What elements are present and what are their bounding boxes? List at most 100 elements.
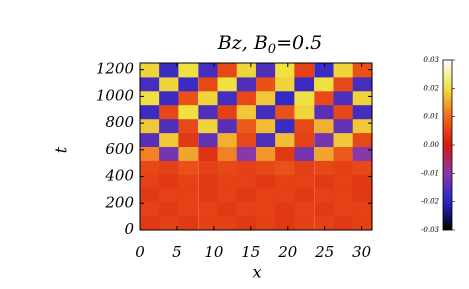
- heatmap-cell: [217, 174, 238, 189]
- heatmap-cell: [217, 146, 238, 161]
- colorbar-tick-label: 0.01: [423, 113, 439, 121]
- heatmap-cell: [139, 188, 160, 203]
- heatmap-cell: [294, 104, 315, 120]
- heatmap-cell: [294, 146, 315, 161]
- heatmap-cell: [314, 174, 335, 189]
- heatmap-cell: [352, 202, 373, 217]
- heatmap-cell: [275, 104, 295, 120]
- heatmap-cell: [178, 160, 199, 175]
- heatmap-cell: [217, 160, 238, 175]
- heatmap-cell: [352, 62, 373, 78]
- heatmap-cell: [139, 160, 160, 175]
- y-tick-label: 400: [104, 167, 134, 185]
- heatmap-cell: [255, 174, 276, 189]
- heatmap-cell: [275, 118, 295, 134]
- colorbar-tick-label: -0.01: [421, 169, 439, 177]
- heatmap-cell: [236, 188, 257, 203]
- heatmap-cell: [178, 202, 199, 217]
- heatmap-cell: [236, 160, 257, 175]
- heatmap-cell: [275, 160, 295, 175]
- heatmap-cell: [178, 188, 199, 203]
- heatmap-cell: [294, 90, 315, 106]
- colorbar-tick-label: 0.00: [423, 141, 439, 149]
- x-tick-label: 0: [135, 243, 145, 261]
- heatmap-cell: [255, 132, 276, 148]
- heatmap-cell: [333, 132, 354, 148]
- heatmap-cell: [178, 104, 199, 120]
- heatmap-cell: [314, 202, 335, 217]
- heatmap-cell: [255, 62, 276, 78]
- heatmap-cell: [333, 104, 354, 120]
- heatmap-cell: [294, 132, 315, 148]
- heatmap-cell: [294, 188, 315, 203]
- heatmap-cell: [159, 90, 179, 106]
- heatmap-cell: [178, 216, 199, 231]
- heatmap-cell: [275, 188, 295, 203]
- y-tick-label: 1000: [96, 86, 135, 104]
- heatmap-cell: [178, 76, 199, 92]
- heatmap-cell: [236, 146, 257, 161]
- heatmap-cell: [217, 104, 238, 120]
- heatmap-cell: [217, 76, 238, 92]
- heatmap-cell: [314, 104, 335, 120]
- x-tick-label: 20: [277, 243, 298, 261]
- heatmap-cell: [159, 146, 179, 161]
- heatmap-cell: [159, 174, 179, 189]
- x-tick-label: 10: [204, 243, 224, 261]
- heatmap-cell: [178, 62, 199, 78]
- heatmap-cell: [178, 118, 199, 134]
- heatmap-cell: [236, 174, 257, 189]
- heatmap-cell: [333, 118, 354, 134]
- heatmap-cell: [236, 90, 257, 106]
- heatmap-cell: [139, 146, 160, 161]
- heatmap-cell: [217, 62, 238, 78]
- heatmap-cell: [314, 90, 335, 106]
- heatmap-cell: [352, 216, 373, 231]
- heatmap-cell: [139, 132, 160, 148]
- heatmap-cell: [314, 146, 335, 161]
- heatmap-cell: [333, 202, 354, 217]
- y-tick-label: 200: [104, 193, 134, 211]
- heatmap-cell: [139, 202, 160, 217]
- heatmap-cell: [294, 160, 315, 175]
- heatmap-cell: [198, 160, 219, 175]
- heatmap-cell: [236, 202, 257, 217]
- heatmap-cell: [198, 174, 219, 189]
- heatmap-cell: [275, 62, 295, 78]
- heatmap-cell: [159, 104, 179, 120]
- x-axis-label: x: [252, 263, 261, 282]
- heatmap-cell: [352, 160, 373, 175]
- heatmap-cell: [198, 90, 219, 106]
- heatmap-cell: [333, 146, 354, 161]
- heatmap-cell: [352, 146, 373, 161]
- heatmap-cell: [159, 62, 179, 78]
- heatmap-cell: [178, 132, 199, 148]
- heatmap-cell: [159, 188, 179, 203]
- heatmap-cell: [275, 146, 295, 161]
- heatmap-cell: [217, 132, 238, 148]
- heatmap-cell: [294, 174, 315, 189]
- heatmap-cell: [159, 118, 179, 134]
- colorbar-tick-label: 0.02: [423, 84, 439, 92]
- heatmap-cell: [333, 188, 354, 203]
- heatmap-cell: [217, 118, 238, 134]
- y-axis-label: t: [52, 146, 71, 153]
- heatmap-cell: [198, 104, 219, 120]
- y-tick-label: 600: [105, 140, 134, 158]
- heatmap-cell: [352, 104, 373, 120]
- heatmap-cell: [333, 90, 354, 106]
- heatmap-cell: [236, 132, 257, 148]
- heatmap-cell: [314, 132, 335, 148]
- colorbar-tick-label: -0.02: [421, 198, 439, 206]
- heatmap-cell: [198, 62, 219, 78]
- heatmap-cell: [217, 216, 238, 231]
- heatmap-cell: [159, 76, 179, 92]
- y-tick-label: 1200: [96, 60, 135, 78]
- heatmap-cell: [178, 174, 199, 189]
- heatmap-cell: [217, 90, 238, 106]
- heatmap-cell: [294, 216, 315, 231]
- heatmap-cell: [198, 202, 219, 217]
- heatmap-cell: [333, 174, 354, 189]
- heatmap-cell: [236, 76, 257, 92]
- heatmap-cell: [198, 216, 219, 231]
